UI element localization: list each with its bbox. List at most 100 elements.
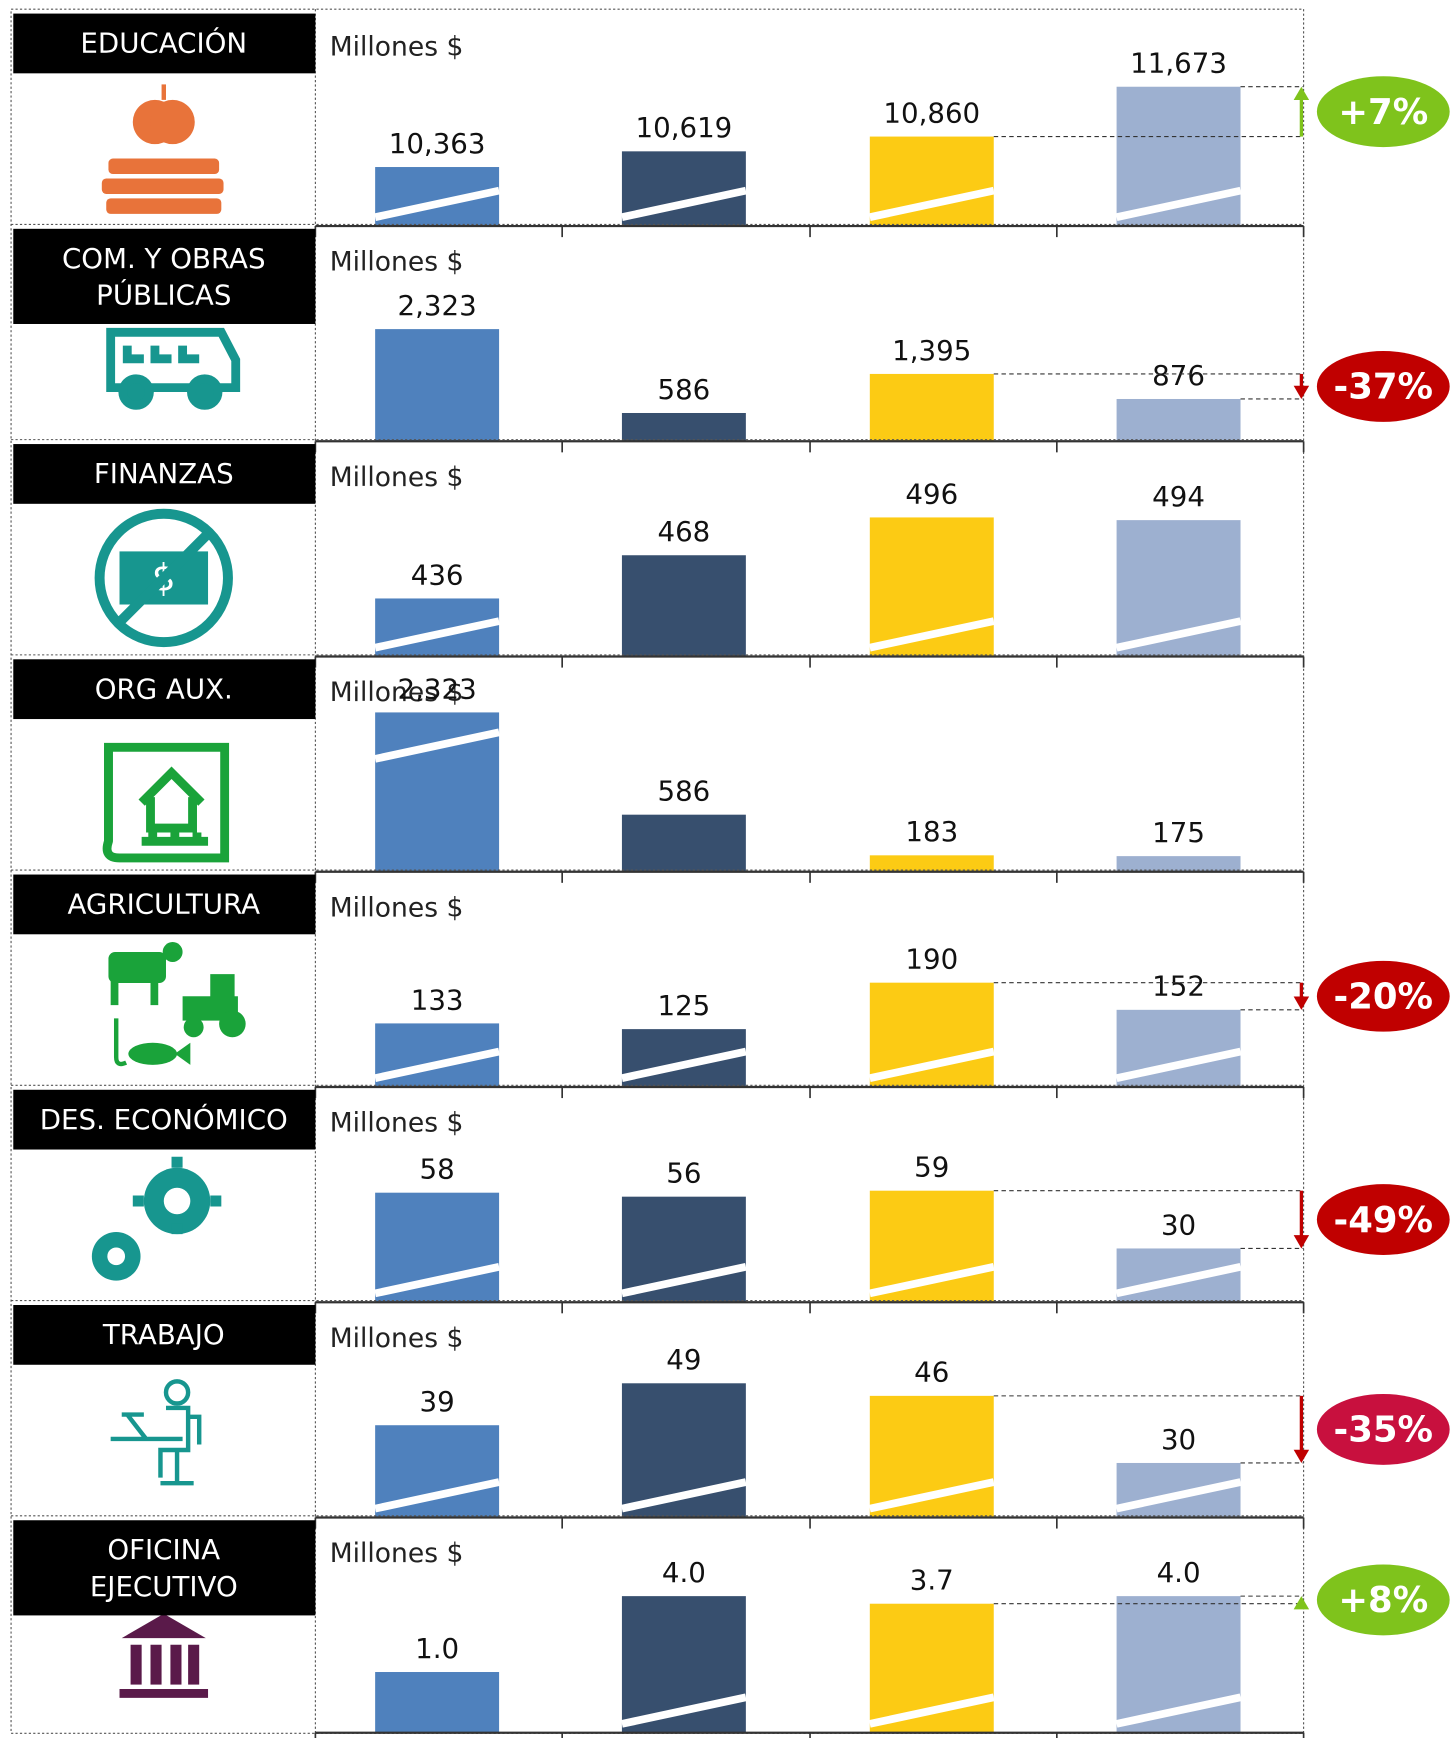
value-label: 10,619	[636, 111, 733, 144]
value-label: 30	[1161, 1423, 1196, 1456]
panel-label: FINANZAS	[94, 457, 234, 490]
bar	[621, 412, 746, 442]
axis-break	[374, 728, 500, 763]
axis-break	[374, 617, 500, 652]
change-badge	[1316, 76, 1450, 148]
axis-break	[1115, 1478, 1242, 1513]
panel-label: PÚBLICAS	[96, 277, 231, 311]
panel-label: EDUCACIÓN	[80, 26, 247, 60]
change-label: +7%	[1338, 92, 1428, 133]
label-box	[13, 228, 316, 324]
change-arrowhead	[1293, 86, 1310, 101]
axis-break	[621, 1263, 747, 1298]
value-label: 59	[914, 1151, 949, 1184]
value-label: 56	[666, 1157, 701, 1190]
value-label: 39	[420, 1385, 455, 1418]
value-label: 152	[1152, 970, 1205, 1003]
unit-label: Millones $	[330, 31, 464, 62]
change-badge	[1316, 960, 1450, 1032]
value-label: 125	[657, 989, 710, 1022]
bar	[869, 982, 994, 1088]
axis-break	[621, 186, 747, 221]
bar	[375, 1672, 500, 1733]
panel-label: COM. Y OBRAS	[62, 242, 266, 275]
change-badge	[1316, 1394, 1450, 1465]
panel-label: AGRICULTURA	[68, 888, 261, 921]
icon-blueprint	[102, 742, 230, 863]
value-label: 58	[420, 1153, 455, 1186]
change-label: -37%	[1334, 367, 1433, 408]
panel-label: OFICINA	[107, 1533, 220, 1566]
axis-break	[1115, 186, 1242, 221]
axis-break	[374, 186, 500, 221]
change-label: -20%	[1334, 976, 1433, 1017]
axis-break	[868, 617, 995, 652]
unit-label: Millones $	[330, 247, 464, 278]
change-arrowhead	[1293, 385, 1310, 399]
axis-break	[1115, 617, 1242, 652]
axis-break	[868, 1047, 995, 1082]
icon-bus	[106, 327, 241, 410]
value-label: 46	[914, 1356, 949, 1389]
change-label: -35%	[1334, 1410, 1433, 1451]
value-label: 30	[1161, 1208, 1196, 1241]
change-badge	[1316, 1564, 1450, 1636]
change-arrowhead	[1293, 1596, 1310, 1610]
value-label: 436	[411, 558, 464, 591]
value-label: 175	[1152, 816, 1205, 849]
value-label: 2,323	[398, 672, 477, 705]
bar	[1116, 1462, 1241, 1518]
value-label: 586	[657, 373, 710, 406]
axis-break	[374, 1263, 500, 1298]
axis-break	[868, 1478, 995, 1513]
change-badge	[1316, 351, 1450, 422]
value-label: 1.0	[415, 1632, 459, 1665]
bar	[375, 329, 500, 442]
label-box	[13, 1089, 316, 1150]
label-box	[13, 1305, 316, 1365]
bar	[869, 373, 994, 442]
label-box	[13, 444, 316, 504]
unit-label: Millones $	[330, 1538, 464, 1569]
change-label: +8%	[1338, 1580, 1428, 1621]
label-box	[13, 659, 316, 720]
value-label: 10,363	[389, 127, 486, 160]
bar	[1116, 398, 1241, 442]
axis-break	[868, 186, 995, 221]
bar	[1116, 856, 1241, 872]
axis-break	[621, 1047, 747, 1082]
axis-break	[1115, 1263, 1242, 1298]
change-badge	[1316, 1184, 1450, 1255]
value-label: 10,860	[883, 96, 980, 129]
icons: $	[91, 84, 246, 1698]
label-box	[13, 13, 316, 74]
unit-label: Millones $	[330, 1323, 464, 1354]
icon-finance: $	[94, 508, 233, 648]
axis-break	[868, 1693, 995, 1728]
value-label: 2,323	[398, 289, 477, 322]
unit-label: Millones $	[330, 1108, 464, 1139]
value-label: 468	[657, 515, 710, 548]
value-label: 183	[905, 815, 958, 848]
icon-gears	[91, 1156, 222, 1281]
value-label: 3.7	[910, 1564, 954, 1597]
change-label: -49%	[1334, 1200, 1433, 1241]
value-label: 4.0	[662, 1556, 706, 1589]
change-arrowhead	[1293, 1235, 1310, 1249]
axis-break	[1115, 1693, 1242, 1728]
axis-break	[1115, 1047, 1242, 1082]
bar	[621, 814, 746, 872]
value-label: 876	[1152, 359, 1205, 392]
panel-label: ORG AUX.	[95, 672, 233, 705]
axis-break	[621, 1693, 747, 1728]
axis-break	[868, 1263, 995, 1298]
value-label: 190	[905, 943, 958, 976]
panel-label: EJECUTIVO	[90, 1570, 238, 1603]
value-label: 1,395	[892, 334, 971, 367]
bar	[621, 555, 746, 657]
bar	[869, 855, 994, 872]
change-arrowhead	[1293, 996, 1310, 1010]
panel-label: TRABAJO	[102, 1318, 225, 1351]
